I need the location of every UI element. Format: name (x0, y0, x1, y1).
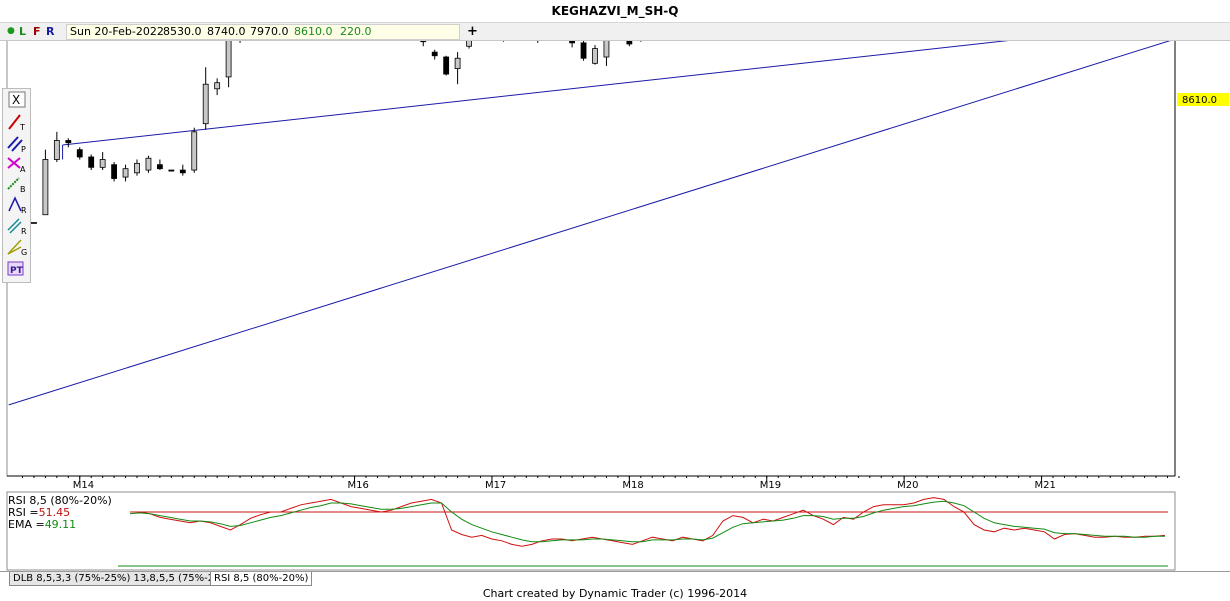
candle-body (111, 164, 117, 179)
svg-text:R: R (21, 206, 27, 215)
close-tools-icon[interactable]: X (6, 90, 28, 110)
ohlc-close: 8610.0 (294, 25, 333, 38)
candle-body (65, 140, 72, 144)
status-bar: Chart created by Dynamic Trader (c) 1996… (482, 587, 748, 600)
candle-body (134, 162, 140, 174)
candlestick-series (19, 0, 688, 275)
ohlc-high: 8740.0 (207, 25, 246, 38)
candle-body (31, 222, 37, 224)
green-dot-icon: ● (7, 26, 15, 36)
svg-text:X: X (12, 93, 20, 107)
candle-body (53, 140, 60, 160)
svg-text:A: A (20, 165, 26, 174)
tab-rsi[interactable]: RSI 8,5 (80%-20%) (210, 572, 313, 586)
rsi-readout-value: 51.45 (38, 506, 71, 519)
toolbar-l-button[interactable]: L (19, 25, 27, 38)
ema-line (129, 500, 1165, 543)
toolbar-r-button[interactable]: R (46, 25, 55, 38)
ratio-tool-icon[interactable]: R (6, 195, 28, 215)
x-tick-label: M14 (73, 480, 94, 491)
candle-body (179, 169, 186, 174)
parallel-tool-icon[interactable]: P (6, 134, 28, 154)
x-tick-label: M19 (760, 480, 781, 491)
svg-text:P: P (21, 145, 26, 154)
candle-body (99, 159, 106, 168)
ema-readout-value: 49.11 (44, 518, 77, 531)
gann-tool-icon[interactable]: G (6, 237, 28, 257)
candle-body (580, 42, 587, 59)
rsi-line (130, 497, 1166, 547)
ohlc-low: 7970.0 (250, 25, 289, 38)
candle-body (431, 51, 438, 57)
last-price-tag: 8610.0 (1177, 93, 1229, 106)
rsi-readout-label: RSI = (8, 506, 39, 519)
candle-body (443, 56, 450, 75)
x-tick-label: M18 (622, 480, 643, 491)
channel-line (8, 39, 1173, 406)
svg-text:T: T (19, 123, 25, 132)
channel-line (62, 39, 1013, 146)
candle-body (76, 149, 83, 158)
x-tick-label: M17 (485, 480, 506, 491)
tab-dlb[interactable]: DLB 8,5,3,3 (75%-25%) 13,8,5,5 (75%-25%) (9, 572, 238, 586)
rsi-legend: RSI 8,5 (80%-20%) RSI =51.45 EMA =49.11 (8, 495, 112, 531)
svg-text:G: G (21, 248, 27, 257)
ohlc-open: 8530.0 (163, 25, 202, 38)
last-price-tag-text: 8610.0 (1182, 95, 1217, 106)
price-channel (8, 0, 1173, 406)
candle-body (122, 168, 129, 178)
last-price-tag-bg (1177, 93, 1229, 106)
x-tick-label: M16 (348, 480, 369, 491)
candle-body (454, 57, 461, 69)
indicator-tabbar: DLB 8,5,3,3 (75%-25%) 13,8,5,5 (75%-25%)… (0, 571, 1230, 587)
rsi-readout: RSI =51.45 (8, 507, 112, 519)
ema-readout: EMA =49.11 (8, 519, 112, 531)
ema-readout-label: EMA = (8, 518, 45, 531)
svg-text:R: R (21, 227, 27, 236)
price-panel-frame (6, 39, 1176, 477)
ohlc-date: Sun 20-Feb-2022 (70, 25, 164, 38)
bands-tool-icon[interactable]: B (6, 174, 28, 194)
x-tick-label: M20 (897, 480, 918, 491)
candle-body (168, 169, 175, 172)
candle-body (214, 82, 221, 90)
candle-body (145, 157, 152, 171)
x-axis: M14 M16 M17 M18 M19 M20 M21 (22, 476, 1180, 491)
ray-tool-icon[interactable]: R (6, 216, 28, 236)
x-tick-label: M21 (1035, 480, 1056, 491)
trendline-tool-icon[interactable]: T (6, 112, 28, 132)
ohlc-change: 220.0 (340, 25, 372, 38)
toolbar-f-button[interactable]: F (33, 25, 41, 38)
candle-body (156, 164, 163, 170)
drawing-tools-sidebar: X T P A B R R G PT (2, 88, 31, 283)
toolbar: ● L F R Sun 20-Feb-2022 8530.0 8740.0 79… (0, 23, 1230, 41)
projection-tool-icon[interactable]: PT (6, 259, 28, 279)
candle-body (42, 159, 49, 216)
candle-body (592, 48, 598, 64)
ohlc-readout: Sun 20-Feb-2022 8530.0 8740.0 7970.0 861… (66, 24, 460, 40)
andrews-tool-icon[interactable]: A (6, 154, 28, 174)
svg-text:B: B (20, 185, 26, 194)
window-title: KEGHAZVI_M_SH-Q (0, 0, 1230, 23)
rsi-panel-label: RSI 8,5 (80%-20%) (8, 494, 112, 507)
candle-body (202, 83, 209, 125)
svg-text:PT: PT (10, 266, 24, 276)
plus-icon[interactable]: + (467, 24, 478, 39)
rsi-panel-frame (6, 491, 1176, 571)
candle-body (88, 156, 95, 168)
candle-body (191, 131, 198, 171)
